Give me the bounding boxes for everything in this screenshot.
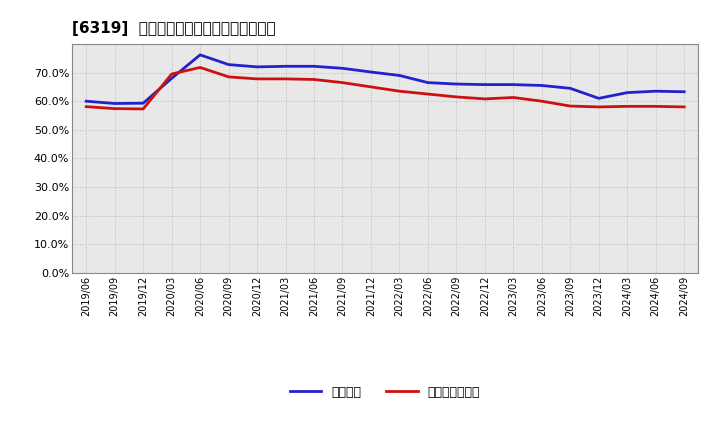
Line: 固定比率: 固定比率: [86, 55, 684, 103]
固定比率: [310, 64, 318, 69]
固定長期適合率: [196, 65, 204, 70]
固定比率: [537, 83, 546, 88]
Legend: 固定比率, 固定長期適合率: 固定比率, 固定長期適合率: [285, 381, 485, 404]
固定比率: [480, 82, 489, 87]
固定比率: [196, 52, 204, 58]
固定長期適合率: [595, 104, 603, 110]
固定長期適合率: [225, 74, 233, 80]
固定比率: [595, 95, 603, 101]
固定長期適合率: [566, 103, 575, 109]
固定長期適合率: [167, 71, 176, 77]
固定比率: [680, 89, 688, 95]
固定比率: [225, 62, 233, 67]
固定長期適合率: [82, 104, 91, 109]
固定長期適合率: [282, 76, 290, 81]
固定長期適合率: [338, 80, 347, 85]
固定長期適合率: [395, 88, 404, 94]
Text: [6319]  固定比率、固定長期適合率の推移: [6319] 固定比率、固定長期適合率の推移: [72, 21, 276, 36]
固定長期適合率: [623, 104, 631, 109]
固定比率: [253, 64, 261, 70]
固定比率: [566, 86, 575, 91]
固定比率: [509, 82, 518, 87]
固定比率: [82, 99, 91, 104]
固定比率: [652, 88, 660, 94]
固定長期適合率: [110, 106, 119, 111]
固定長期適合率: [310, 77, 318, 82]
固定長期適合率: [253, 76, 261, 81]
固定比率: [366, 70, 375, 75]
固定比率: [139, 101, 148, 106]
固定長期適合率: [509, 95, 518, 100]
固定長期適合率: [423, 92, 432, 97]
固定長期適合率: [680, 104, 688, 110]
固定長期適合率: [652, 104, 660, 109]
固定比率: [167, 76, 176, 81]
固定比率: [423, 80, 432, 85]
固定比率: [623, 90, 631, 95]
固定比率: [282, 64, 290, 69]
固定長期適合率: [366, 84, 375, 90]
固定長期適合率: [480, 96, 489, 102]
固定比率: [338, 66, 347, 71]
固定比率: [395, 73, 404, 78]
固定比率: [110, 101, 119, 106]
固定長期適合率: [452, 94, 461, 99]
固定長期適合率: [537, 99, 546, 104]
固定比率: [452, 81, 461, 87]
Line: 固定長期適合率: 固定長期適合率: [86, 67, 684, 109]
固定長期適合率: [139, 106, 148, 112]
